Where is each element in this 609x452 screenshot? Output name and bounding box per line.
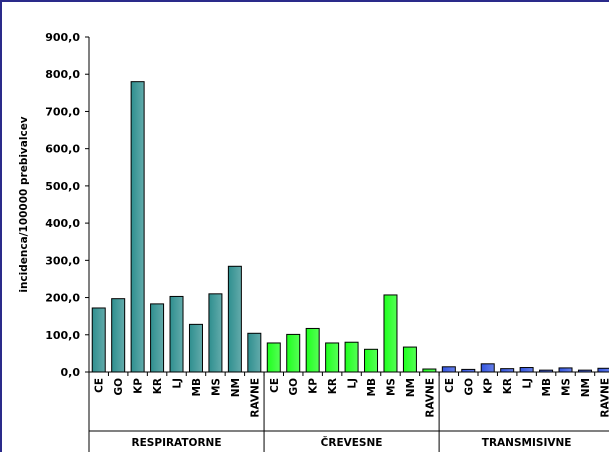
x-tick-label: NM [405,378,417,397]
x-tick-label: LJ [522,378,534,389]
y-tick-label: 200,0 [45,292,80,305]
x-tick-label: MS [561,378,573,396]
bar [442,367,455,372]
x-tick-label: GO [113,378,125,396]
x-tick-label: CE [94,378,106,393]
bar [423,369,436,372]
x-tick-label: GO [288,378,300,396]
bar [384,295,397,372]
group-label: RESPIRATORNE [132,437,222,449]
bar [189,324,202,372]
bar [598,368,609,372]
bar [131,82,144,372]
x-tick-label: CE [444,378,456,393]
bar [228,266,241,372]
bar [112,299,125,372]
x-tick-label: LJ [172,378,184,389]
bar [267,343,280,372]
x-tick-label: KP [133,378,145,394]
bar [306,328,319,372]
x-tick-label: RAVNE [599,378,609,418]
x-tick-label: MB [541,378,553,396]
bar [326,343,339,372]
y-tick-label: 0,0 [61,366,81,379]
x-tick-label: MB [191,378,203,396]
bar [481,364,494,372]
y-tick-label: 400,0 [45,217,80,230]
bar [540,370,553,372]
x-tick-label: LJ [347,378,359,389]
x-tick-label: MS [385,378,397,396]
y-tick-label: 500,0 [45,180,80,193]
bar [559,368,572,372]
bar [403,347,416,372]
y-tick-label: 900,0 [45,31,80,44]
y-tick-label: 800,0 [45,68,80,81]
y-tick-label: 300,0 [45,254,80,267]
y-tick-label: 700,0 [45,105,80,118]
bar [365,349,378,372]
bar [287,334,300,372]
bar [578,370,591,372]
x-tick-label: GO [463,378,475,396]
x-tick-label: KR [502,378,514,394]
bar [462,369,475,372]
bar [92,308,105,372]
bar [345,342,358,372]
x-tick-label: KR [152,378,164,394]
x-tick-label: RAVNE [249,378,261,418]
x-tick-label: CE [269,378,281,393]
y-tick-label: 100,0 [45,329,80,342]
bar [520,368,533,372]
bar [501,369,514,372]
bar [170,296,183,372]
bar [248,333,261,372]
x-tick-label: KP [483,378,495,394]
x-tick-label: NM [230,378,242,397]
x-tick-label: MS [210,378,222,396]
y-axis-label: incidenca/100000 prebivalcev [18,116,30,292]
y-tick-label: 600,0 [45,143,80,156]
x-tick-label: MB [366,378,378,396]
bar [209,294,222,372]
x-tick-label: NM [580,378,592,397]
x-tick-label: RAVNE [424,378,436,418]
group-label: TRANSMISIVNE [482,437,572,449]
x-tick-label: KR [327,378,339,394]
group-label: ČREVESNE [321,436,383,449]
x-tick-label: KP [308,378,320,394]
bar [151,304,164,372]
